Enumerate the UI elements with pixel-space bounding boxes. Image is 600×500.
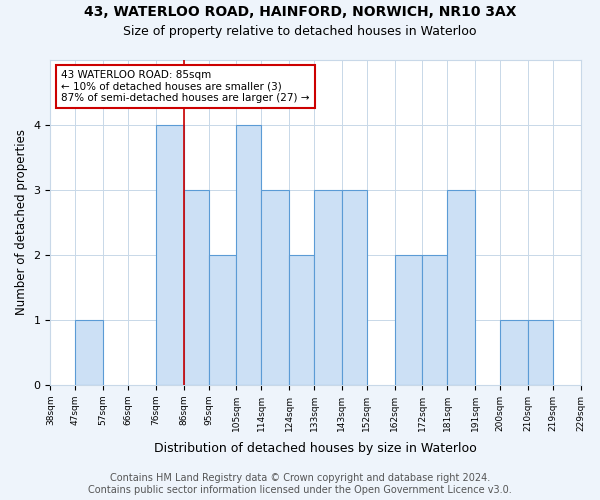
Bar [447,190,475,385]
Bar [581,190,600,385]
Bar [395,255,422,385]
Bar [184,190,209,385]
Bar [262,190,289,385]
Y-axis label: Number of detached properties: Number of detached properties [15,130,28,316]
Text: 43, WATERLOO ROAD, HAINFORD, NORWICH, NR10 3AX: 43, WATERLOO ROAD, HAINFORD, NORWICH, NR… [84,5,516,19]
Bar [528,320,553,385]
X-axis label: Distribution of detached houses by size in Waterloo: Distribution of detached houses by size … [154,442,477,455]
Text: Size of property relative to detached houses in Waterloo: Size of property relative to detached ho… [123,25,477,38]
Bar [289,255,314,385]
Bar [314,190,342,385]
Bar [422,255,447,385]
Text: Contains HM Land Registry data © Crown copyright and database right 2024.
Contai: Contains HM Land Registry data © Crown c… [88,474,512,495]
Text: 43 WATERLOO ROAD: 85sqm
← 10% of detached houses are smaller (3)
87% of semi-det: 43 WATERLOO ROAD: 85sqm ← 10% of detache… [61,70,310,103]
Bar [342,190,367,385]
Bar [209,255,236,385]
Bar [236,125,262,385]
Bar [156,125,184,385]
Bar [76,320,103,385]
Bar [500,320,528,385]
